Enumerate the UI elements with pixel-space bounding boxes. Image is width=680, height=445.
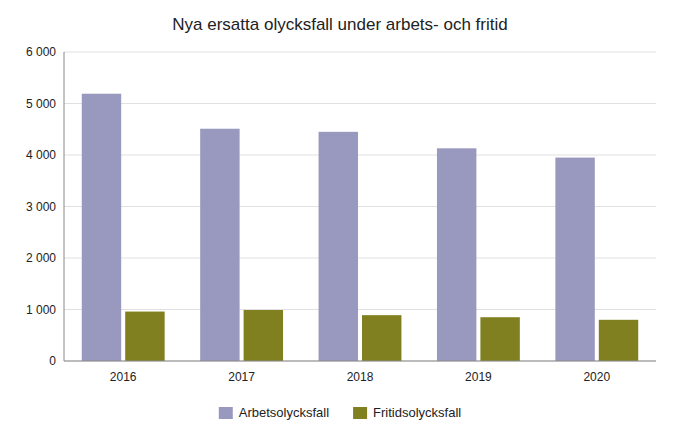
legend-item: Arbetsolycksfall — [219, 405, 329, 420]
y-tick-label: 0 — [49, 354, 56, 368]
bar — [555, 158, 594, 361]
legend-item: Fritidsolycksfall — [353, 405, 461, 420]
bar — [437, 148, 476, 361]
bar — [244, 310, 283, 361]
chart-container: Nya ersatta olycksfall under arbets- och… — [0, 0, 680, 445]
legend: Arbetsolycksfall Fritidsolycksfall — [219, 405, 462, 420]
x-tick-label: 2020 — [583, 370, 610, 384]
grid-line — [64, 155, 656, 156]
grid-line — [64, 361, 656, 362]
bar — [200, 129, 239, 361]
title: Nya ersatta olycksfall under arbets- och… — [172, 15, 507, 34]
legend-swatch — [219, 407, 233, 419]
legend-label: Fritidsolycksfall — [373, 405, 461, 420]
bar — [319, 132, 358, 361]
bar — [480, 317, 519, 361]
x-tick-label: 2018 — [347, 370, 374, 384]
y-tick-label: 1 000 — [26, 303, 56, 317]
y-axis-line — [64, 52, 65, 361]
grid-line — [64, 103, 656, 104]
bar — [599, 320, 638, 361]
grid-line — [64, 52, 656, 53]
bar — [362, 315, 401, 361]
y-tick-label: 2 000 — [26, 251, 56, 265]
y-tick-label: 3 000 — [26, 200, 56, 214]
legend-label: Arbetsolycksfall — [239, 405, 329, 420]
y-tick-label: 5 000 — [26, 97, 56, 111]
x-tick-label: 2019 — [465, 370, 492, 384]
y-tick-label: 4 000 — [26, 148, 56, 162]
bars — [82, 94, 638, 361]
bar — [125, 312, 164, 361]
x-axis-line — [64, 361, 656, 362]
x-tick-label: 2017 — [228, 370, 255, 384]
bar — [82, 94, 121, 361]
chart: Nya ersatta olycksfall under arbets- och… — [0, 0, 680, 445]
x-tick-label: 2016 — [110, 370, 137, 384]
y-tick-label: 6 000 — [26, 45, 56, 59]
legend-swatch — [353, 407, 367, 419]
grid — [64, 52, 656, 361]
